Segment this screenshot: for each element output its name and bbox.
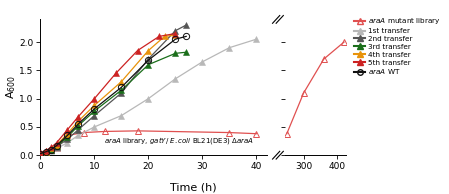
Legend: $\it{araA}$ mutant library, 1st transfer, 2nd transfer, 3rd transfer, 4th transf: $\it{araA}$ mutant library, 1st transfer… — [354, 16, 441, 76]
Text: $\it{araA}$ library, $\it{gatY}$/ $\it{E. coli}$ BL21(DE3) $\it{\Delta araA}$: $\it{araA}$ library, $\it{gatY}$/ $\it{E… — [104, 135, 254, 146]
Text: Time (h): Time (h) — [170, 182, 216, 192]
Y-axis label: A$_{600}$: A$_{600}$ — [4, 75, 18, 99]
